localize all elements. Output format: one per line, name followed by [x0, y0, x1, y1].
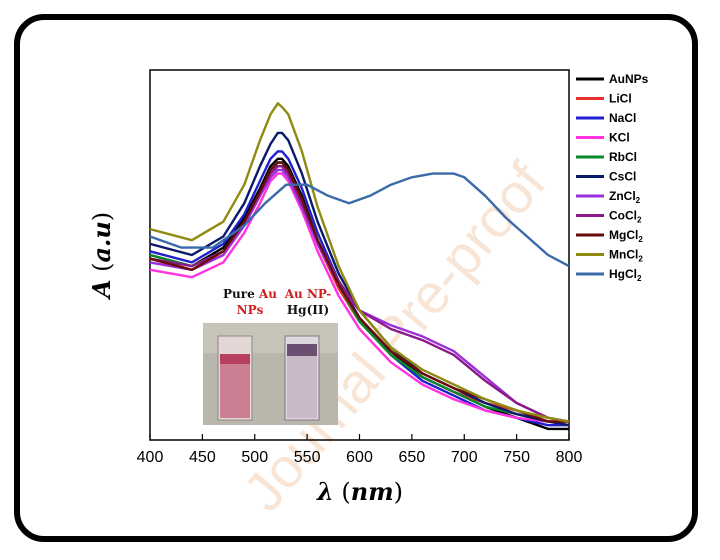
- legend-label: ZnCl2: [609, 189, 641, 205]
- legend-label: KCl: [609, 131, 630, 145]
- y-axis-title: A (a.u): [87, 212, 116, 300]
- x-tick-label: 600: [346, 449, 373, 466]
- series-line-hgcl2: [149, 172, 570, 268]
- x-tick-label: 650: [399, 449, 426, 466]
- inset-label-pure: Pure Au: [223, 287, 277, 301]
- x-tick-label: 750: [503, 449, 530, 466]
- inset-label-aunp: Au NP-: [284, 287, 332, 301]
- series-layer: [149, 102, 570, 431]
- legend-label: MnCl2: [609, 248, 643, 264]
- series-line-zncl2: [149, 168, 570, 423]
- legend-label: CoCl2: [609, 209, 642, 225]
- legend-label: NaCl: [609, 111, 636, 125]
- legend-label: HgCl2: [609, 267, 642, 283]
- x-axis: 400 450 500 550 600 650 700 750 800: [137, 434, 583, 466]
- x-tick-label: 450: [189, 449, 216, 466]
- legend-label: LiCl: [609, 92, 632, 106]
- series-line-kcl: [149, 172, 570, 427]
- legend: AuNPs LiCl NaCl KCl RbCl CsCl ZnCl2 CoCl2 MgCl2 M…: [576, 72, 649, 283]
- x-tick-label: 800: [556, 449, 583, 466]
- figure-frame: [14, 14, 698, 542]
- legend-label: AuNPs: [609, 72, 649, 86]
- inset-label-nps: NPs: [237, 303, 264, 317]
- x-tick-label: 700: [451, 449, 478, 466]
- legend-label: MgCl2: [609, 228, 643, 244]
- legend-label: CsCl: [609, 170, 636, 184]
- inset-photo: Pure Au NPs Au NP- Hg(II): [203, 287, 338, 425]
- x-tick-label: 500: [241, 449, 268, 466]
- legend-label: RbCl: [609, 150, 637, 164]
- series-line-cscl: [149, 131, 570, 427]
- series-line-mncl2: [149, 102, 570, 423]
- inset-label-hg: Hg(II): [287, 303, 329, 317]
- x-axis-title: λ (nm): [316, 477, 403, 506]
- x-tick-label: 400: [137, 449, 164, 466]
- x-tick-label: 550: [294, 449, 321, 466]
